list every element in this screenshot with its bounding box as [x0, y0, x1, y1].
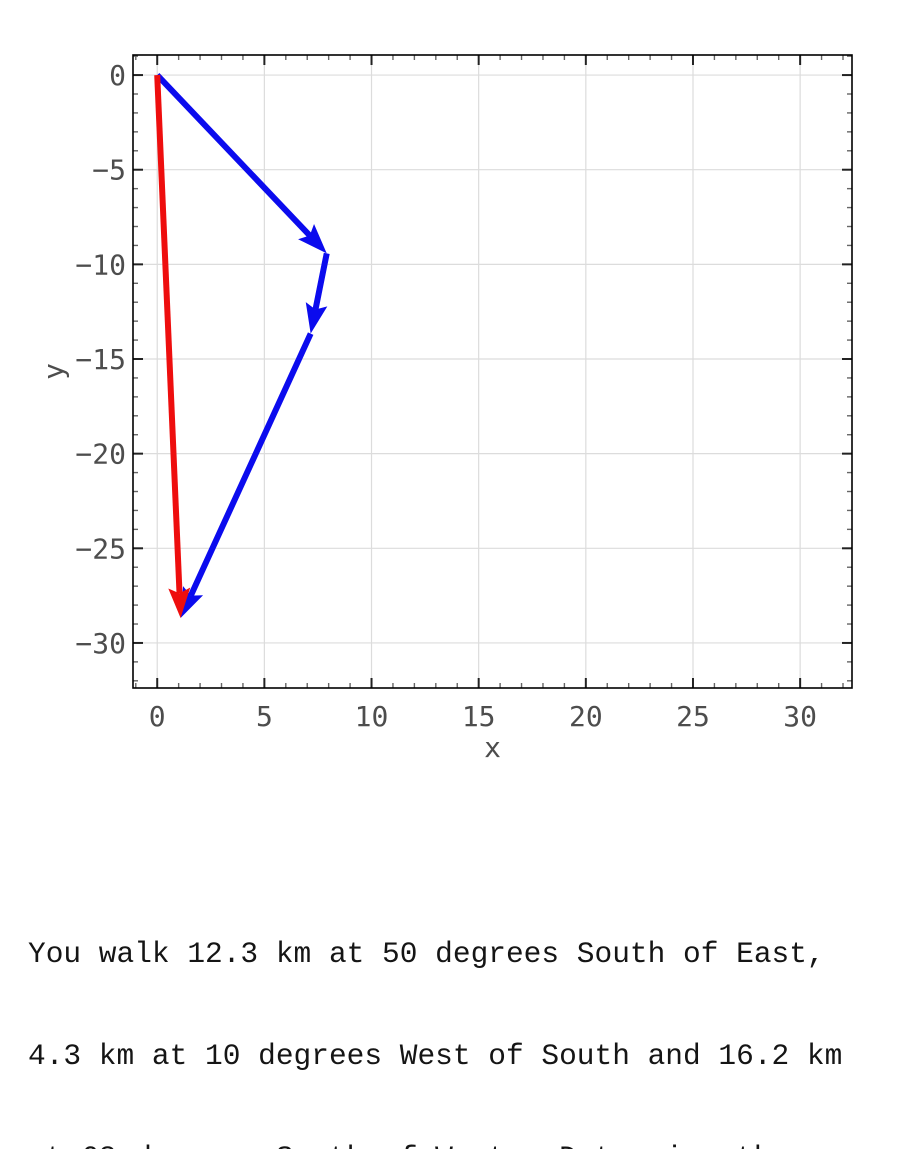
x-tick-label: 20: [569, 700, 603, 733]
y-tick-label: −5: [92, 154, 126, 187]
vector-plot-canvas: 0 5 10 15 20 25 30 0 −5 −10 −15 −20 −25 −30 x y: [0, 0, 900, 800]
problem-line: at 68 degrees South of West. Determine t…: [28, 1141, 888, 1149]
vectors: [154, 72, 330, 618]
axis-ticks: [133, 55, 852, 688]
vector-plot-figure: 0 5 10 15 20 25 30 0 −5 −10 −15 −20 −25 −30 x y: [0, 0, 900, 800]
vector-shaft-resultant: [154, 74, 183, 594]
vector-head-leg-2: [305, 302, 328, 334]
vector-shaft-leg-1: [155, 72, 312, 238]
x-tick-label: 25: [676, 700, 710, 733]
vector-shaft-leg-3: [188, 332, 314, 597]
vector-head-resultant: [168, 587, 191, 618]
problem-line: You walk 12.3 km at 50 degrees South of …: [28, 937, 825, 971]
x-tick-label: 5: [256, 700, 273, 733]
y-tick-label: −30: [75, 627, 126, 660]
x-tick-label: 10: [355, 700, 389, 733]
vector-shaft-leg-2: [312, 252, 330, 311]
problem-line: 4.3 km at 10 degrees West of South and 1…: [28, 1039, 843, 1073]
x-tick-label: 0: [149, 700, 166, 733]
problem-text: You walk 12.3 km at 50 degrees South of …: [28, 869, 888, 1149]
y-tick-label: −10: [75, 248, 126, 281]
x-axis-label: x: [484, 731, 501, 764]
y-tick-label: −15: [75, 343, 126, 376]
vector-head-leg-1: [298, 224, 327, 254]
x-tick-label: 30: [783, 700, 817, 733]
y-tick-label: −25: [75, 532, 126, 565]
y-tick-label: 0: [109, 59, 126, 92]
figure-background: [0, 0, 900, 800]
axes-spines: [132, 54, 853, 689]
x-tick-label: 15: [462, 700, 496, 733]
y-tick-label: −20: [75, 438, 126, 471]
tick-labels: 0 5 10 15 20 25 30 0 −5 −10 −15 −20 −25 −30: [75, 59, 817, 733]
y-axis-label: y: [37, 363, 70, 380]
